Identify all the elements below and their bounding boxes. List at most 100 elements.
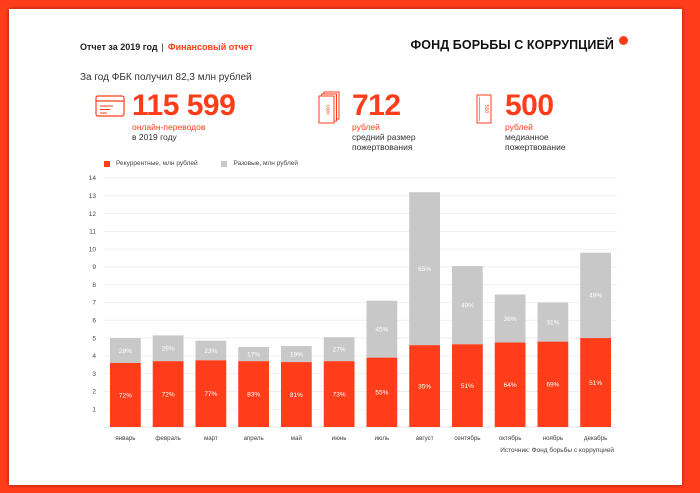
report-header: Отчет за 2019 год | Финансовый отчет (80, 42, 253, 52)
bar-label-onetime: 65% (418, 266, 431, 273)
bar-label-onetime: 45% (375, 326, 388, 333)
bar-label-onetime: 49% (461, 302, 474, 309)
bar-label-recurring: 51% (589, 380, 602, 387)
bar-onetime (494, 294, 526, 343)
bar-onetime (323, 337, 355, 362)
stat-caption: медианное (505, 132, 549, 142)
x-tick-label: декабрь (584, 435, 608, 442)
legend-item-onetime: Разовые, млн рублей (221, 160, 298, 167)
bar-label-onetime: 49% (589, 293, 602, 300)
bar-recurring (451, 344, 483, 427)
bar-label-onetime: 19% (290, 351, 303, 358)
stat-transfers: 115 599 онлайн-переводов в 2019 году (132, 89, 236, 143)
banknotes-stack-icon: 1000 (318, 91, 340, 124)
legend-label: Разовые, млн рублей (233, 160, 298, 167)
y-tick-label: 12 (89, 211, 97, 218)
bar-onetime (280, 346, 312, 363)
bar-recurring (323, 361, 355, 427)
bar-recurring (409, 345, 441, 427)
bar-recurring (494, 342, 526, 427)
bar-recurring (238, 361, 270, 427)
bar-recurring (366, 357, 398, 427)
donations-bar-chart: 123456789101112131472%28%январь72%28%фев… (89, 175, 617, 442)
bar-label-recurring: 77% (204, 391, 217, 398)
bar-label-recurring: 73% (333, 391, 346, 398)
x-tick-label: октябрь (499, 435, 522, 442)
y-tick-label: 10 (89, 246, 97, 253)
stat-average: 712 рублей средний размер пожертвования (352, 89, 416, 153)
x-tick-label: июнь (332, 435, 347, 442)
legend-item-recurring: Рекуррентные, млн рублей (104, 160, 198, 167)
stat-value: 115 599 (132, 89, 236, 122)
summary-text: За год ФБК получил 82,3 млн рублей (80, 72, 252, 83)
y-tick-label: 2 (92, 389, 96, 396)
bar-label-recurring: 72% (119, 392, 132, 399)
brand-dot (619, 36, 628, 45)
bar-label-recurring: 35% (418, 383, 431, 390)
x-tick-label: июль (374, 435, 389, 442)
stat-caption: средний размер (352, 132, 416, 142)
x-tick-label: март (204, 435, 218, 442)
bar-onetime (238, 346, 270, 362)
single-note-text: 500 (483, 105, 489, 114)
y-tick-label: 11 (89, 229, 96, 236)
y-tick-label: 3 (92, 371, 96, 378)
stat-value: 500 (505, 89, 554, 122)
bar-onetime (580, 252, 612, 339)
stat-value: 712 (352, 89, 401, 122)
report-card: Отчет за 2019 год | Финансовый отчет ФОНД … (9, 9, 682, 485)
y-tick-label: 5 (92, 335, 96, 342)
header-separator: | (161, 42, 164, 52)
y-tick-label: 4 (92, 353, 96, 360)
bar-onetime (195, 340, 227, 361)
bar-onetime (109, 338, 141, 363)
bar-onetime (409, 192, 441, 346)
bar-label-recurring: 64% (504, 382, 517, 389)
bar-label-recurring: 51% (461, 383, 474, 390)
bar-recurring (152, 361, 184, 427)
bar-onetime (537, 302, 569, 342)
stat-median: 500 рублей медианное пожертвование (505, 89, 566, 153)
bar-label-onetime: 27% (333, 346, 346, 353)
legend-swatch (104, 160, 110, 167)
x-tick-label: сентябрь (454, 435, 480, 442)
bar-label-onetime: 36% (504, 316, 517, 323)
bar-label-recurring: 69% (546, 382, 559, 389)
legend-label: Рекуррентные, млн рублей (116, 160, 198, 167)
x-tick-label: август (416, 435, 434, 442)
stat-caption: в 2019 году (132, 132, 177, 142)
x-tick-label: февраль (155, 435, 181, 442)
bar-label-onetime: 17% (247, 351, 260, 358)
stat-label: рублей (352, 122, 380, 132)
stat-caption-2: пожертвования (352, 142, 413, 152)
bar-onetime (152, 335, 184, 362)
stack-note-text: 1000 (326, 104, 331, 115)
bar-onetime (451, 266, 483, 345)
bar-label-onetime: 23% (204, 348, 217, 355)
chart-legend: Рекуррентные, млн рублей Разовые, млн ру… (104, 160, 320, 169)
x-tick-label: ноябрь (543, 435, 563, 442)
bar-label-recurring: 72% (162, 391, 175, 398)
source-note: Источник: Фонд борьбы с коррупцией (500, 447, 614, 454)
legend-swatch (221, 160, 228, 167)
bar-label-recurring: 83% (247, 391, 260, 398)
card-icon (95, 95, 125, 117)
y-tick-label: 6 (92, 317, 96, 324)
report-title: Отчет за 2019 год (80, 42, 158, 52)
bar-label-onetime: 28% (119, 348, 132, 355)
bar-recurring (580, 338, 612, 427)
x-tick-label: апрель (243, 435, 263, 442)
x-tick-label: май (291, 435, 303, 442)
stat-label: онлайн-переводов (132, 122, 206, 132)
x-tick-label: январь (115, 435, 135, 442)
bar-label-onetime: 31% (546, 319, 559, 326)
banknote-icon: 500 (476, 94, 492, 124)
bar-recurring (280, 362, 312, 427)
y-tick-label: 9 (92, 264, 96, 271)
stat-label: рублей (505, 122, 533, 132)
y-tick-label: 14 (89, 175, 97, 182)
bar-recurring (195, 360, 227, 427)
bar-label-onetime: 28% (162, 346, 175, 353)
bar-label-recurring: 55% (375, 390, 388, 397)
brand-name: ФОНД БОРЬБЫ С КОРРУПЦИЕЙ (410, 38, 614, 52)
